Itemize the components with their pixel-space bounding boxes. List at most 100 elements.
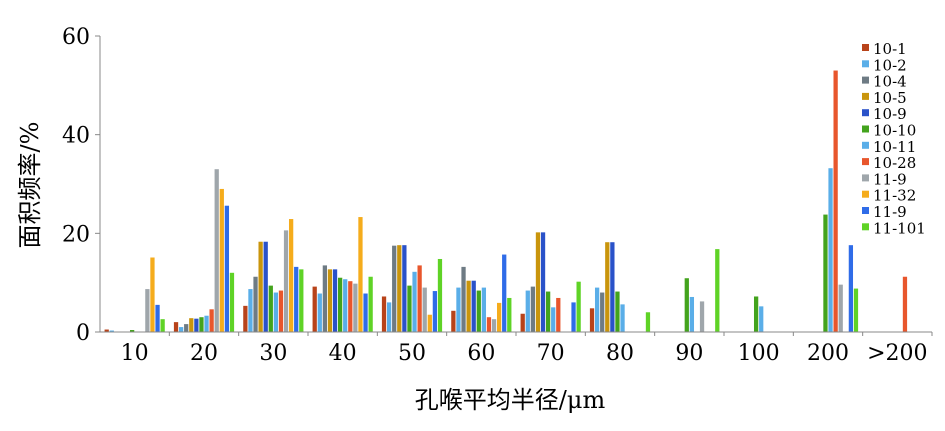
bar [437, 258, 443, 332]
bar [540, 232, 546, 332]
bar [332, 269, 338, 332]
x-tick-label: 60 [467, 341, 495, 366]
bar [348, 281, 353, 332]
legend-swatch [862, 223, 869, 231]
legend-label: 11-9 [873, 170, 907, 188]
bar [838, 284, 843, 332]
x-tick-label: 20 [190, 341, 218, 366]
bar [194, 318, 199, 332]
y-tick-label: 0 [76, 321, 90, 346]
bar [184, 324, 189, 332]
legend-swatch [862, 125, 869, 133]
bar [327, 269, 333, 332]
bar [576, 281, 581, 332]
bar [556, 297, 561, 332]
bar [525, 290, 530, 332]
bar [268, 285, 273, 332]
legend-label: 10-2 [873, 56, 907, 74]
bar [189, 318, 194, 332]
bar [288, 219, 294, 332]
legend-label: 11-9 [873, 203, 907, 221]
bar [853, 288, 859, 332]
bar [422, 287, 427, 332]
bar [466, 280, 471, 332]
x-tick-labels: 10 20 30 40 50 60 70 80 90 100 200 >200 [121, 332, 933, 366]
bar [258, 241, 263, 332]
bar [507, 297, 512, 332]
bar [363, 293, 368, 332]
bar [620, 304, 625, 332]
bar [209, 309, 214, 332]
bar-group [104, 70, 908, 333]
legend-swatch [862, 44, 869, 51]
bar [299, 269, 304, 332]
bar [407, 285, 412, 332]
x-tick-label: 100 [738, 341, 780, 366]
bar [833, 70, 838, 333]
bar [551, 307, 556, 332]
bar [150, 257, 155, 332]
x-axis-title: 孔喉平均半径/μm [415, 386, 606, 414]
bar [214, 169, 219, 332]
bar [759, 306, 764, 332]
bar [229, 272, 235, 332]
bar [381, 296, 387, 332]
y-tick-label: 20 [62, 222, 90, 247]
bar [178, 327, 184, 332]
legend-label: 10-5 [873, 89, 907, 107]
bar [486, 317, 492, 332]
bar [312, 286, 317, 332]
legend-label: 10-11 [873, 138, 916, 156]
legend-swatch [862, 158, 869, 166]
bar [699, 301, 705, 332]
legend-label: 10-10 [873, 122, 916, 140]
bar [386, 302, 392, 332]
bar [600, 292, 605, 332]
x-tick-label: 200 [807, 341, 849, 366]
legend-swatch [862, 60, 869, 68]
bar [358, 217, 363, 332]
x-tick-label: 80 [606, 341, 634, 366]
bar [689, 296, 695, 332]
bar [427, 314, 432, 332]
bar [491, 319, 497, 332]
legend-swatch [862, 190, 869, 198]
bar [368, 276, 373, 332]
legend-label: 11-32 [873, 187, 916, 205]
bar [278, 290, 284, 332]
bar [645, 312, 651, 332]
bar [294, 266, 299, 332]
bar [432, 291, 438, 332]
x-tick-label: 40 [329, 341, 357, 366]
bar [417, 265, 422, 332]
bar [129, 330, 135, 332]
bar [263, 241, 268, 332]
y-tick-label: 60 [62, 25, 90, 50]
x-tick-label: 90 [675, 341, 703, 366]
bar [471, 280, 476, 332]
legend-swatch [862, 174, 869, 182]
x-tick-label: 70 [537, 341, 565, 366]
bar [253, 276, 258, 332]
bar [828, 168, 833, 332]
bar [322, 265, 328, 332]
bar [104, 329, 109, 332]
legend-swatch [862, 92, 869, 100]
bar [476, 290, 481, 332]
bar [589, 308, 595, 332]
bar [715, 249, 720, 332]
bar [273, 292, 279, 332]
bar [610, 242, 615, 332]
bar [461, 266, 466, 332]
bar [545, 291, 551, 332]
legend-swatch [862, 207, 869, 214]
bar [594, 287, 600, 332]
bar [353, 283, 358, 332]
bar [496, 302, 502, 332]
bar [530, 286, 536, 332]
bar [224, 205, 230, 332]
bar [456, 287, 461, 332]
bar [392, 245, 397, 332]
bar [684, 278, 689, 332]
